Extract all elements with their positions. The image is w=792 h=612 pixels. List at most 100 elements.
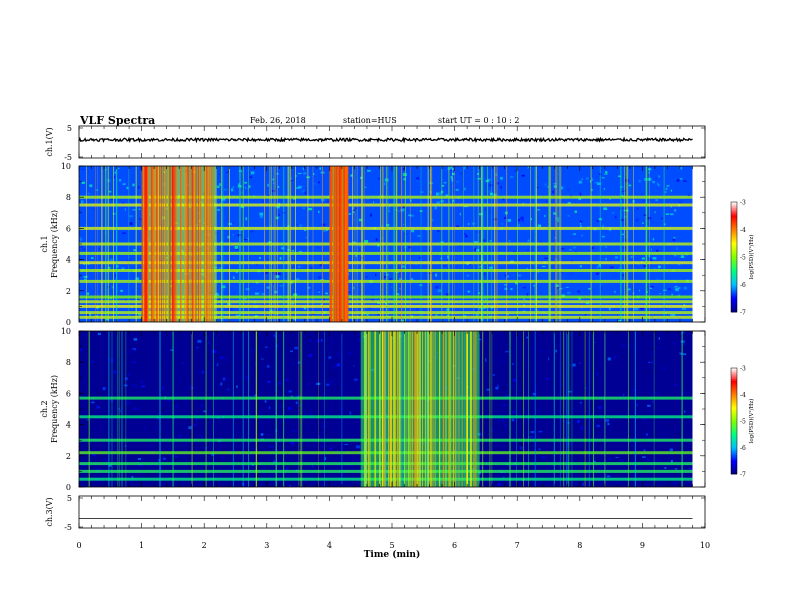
spectrogram-cell <box>234 468 237 471</box>
spectrogram-cell <box>619 459 623 462</box>
spectrogram-cell <box>615 457 619 458</box>
spectrogram-cell <box>537 224 541 228</box>
spectrogram-cell <box>306 383 309 386</box>
spectrogram-cell <box>613 179 615 182</box>
spectrogram-cell <box>598 264 601 267</box>
spectrogram-cell <box>403 177 406 181</box>
spectrogram-cell <box>670 313 672 316</box>
spectrogram-cell <box>497 384 499 388</box>
colorbar-tick-label: -4 <box>740 227 746 234</box>
spectrogram-cell <box>178 435 183 438</box>
spectrogram-cell <box>268 406 271 410</box>
spectrogram-cell <box>231 386 233 388</box>
colorbar-segment <box>731 433 737 436</box>
spectrogram-cell <box>674 209 677 212</box>
spectrogram-cell <box>307 367 310 371</box>
spectrogram-cell <box>288 406 291 410</box>
spectrogram-cell <box>652 257 657 260</box>
spectrogram-cell <box>138 186 140 189</box>
spectrogram-cell <box>318 210 320 213</box>
spectrogram-cell <box>140 166 143 169</box>
spectrogram-cell <box>607 422 610 426</box>
colorbar-segment <box>731 295 737 298</box>
spectrogram-cell <box>643 214 648 216</box>
spectrogram-cell <box>410 199 412 202</box>
spectrogram-cell <box>567 188 570 191</box>
spectrogram-cell <box>443 265 446 267</box>
spectrogram-cell <box>608 307 611 311</box>
spectrogram-cell <box>290 177 292 180</box>
spectrogram-cell <box>344 443 349 445</box>
spectrogram-cell <box>336 450 339 452</box>
spectrogram-cell <box>504 216 508 219</box>
spectrogram-cell <box>125 377 128 381</box>
colorbar-segment <box>731 229 737 232</box>
spectrogram-cell <box>296 341 298 343</box>
spectrogram-cell <box>404 233 408 235</box>
spectrogram-cell <box>607 428 612 431</box>
ch3-waveform-ylabel: ch.3(V) <box>45 497 54 526</box>
spectrogram-cell <box>397 246 400 249</box>
spectrogram-cell <box>100 352 105 354</box>
colorbar-segment <box>731 293 737 296</box>
spectrogram-cell <box>111 285 114 289</box>
spectrogram-cell <box>129 215 134 218</box>
spectrogram-cell <box>478 292 480 295</box>
colorbar-segment <box>731 428 737 431</box>
spectrogram-cell <box>375 273 377 277</box>
spectrogram-cell <box>557 220 559 222</box>
spectrogram-cell <box>113 176 115 178</box>
spectrogram-cell <box>642 222 644 224</box>
spectrogram-cell <box>663 307 667 309</box>
spectrogram-cell <box>318 276 322 279</box>
spectrogram-cell <box>215 293 219 296</box>
colorbar-segment <box>731 260 737 263</box>
spectrogram-cell <box>447 167 452 170</box>
spectrogram-cell <box>536 186 539 188</box>
spectrogram-cell <box>402 229 405 232</box>
spectrogram-cell <box>112 213 116 215</box>
y-tick-label: 2 <box>66 452 71 461</box>
spectrogram-cell <box>661 475 664 478</box>
spectrogram-cell <box>546 200 548 203</box>
spectrogram-cell <box>519 355 523 357</box>
spectrogram-cell <box>594 341 596 344</box>
spectrogram-cell <box>251 349 253 353</box>
spectrogram-cell <box>250 230 254 233</box>
spectrogram-cell <box>310 266 314 270</box>
spectrogram-cell <box>618 341 621 344</box>
spectrogram-cell <box>127 429 130 432</box>
spectrogram-cell <box>354 207 357 209</box>
spectrogram-cell <box>591 178 594 181</box>
ch2-spectrogram-channel-label: ch.2 <box>40 400 49 417</box>
y-tick-label: -5 <box>64 523 72 532</box>
spectrogram-cell <box>650 259 652 261</box>
spectrogram-cell <box>612 472 614 476</box>
spectrogram-cell <box>159 391 164 393</box>
spectrogram-cell <box>603 207 608 210</box>
spectrogram-cell <box>142 368 144 371</box>
spectrogram-band <box>79 311 693 315</box>
colorbar-tick-label: -3 <box>740 200 746 207</box>
spectrogram-cell <box>119 409 122 413</box>
spectrogram-cell <box>224 188 228 191</box>
spectrogram-cell <box>459 212 461 216</box>
spectrogram-cell <box>654 211 656 214</box>
spectrogram-cell <box>674 468 678 470</box>
spectrogram-cell <box>465 234 468 238</box>
ch1-waveform-panel <box>78 125 706 159</box>
spectrogram-cell <box>313 182 317 185</box>
spectrogram-cell <box>80 246 83 248</box>
spectrogram-cell <box>263 355 267 358</box>
spectrogram-cell <box>221 285 226 289</box>
spectrogram-cell <box>570 271 574 275</box>
spectrogram-cell <box>417 235 421 237</box>
spectrogram-cell <box>133 249 136 252</box>
colorbar-segment <box>731 389 737 392</box>
spectrogram-cell <box>242 458 246 462</box>
spectrogram-cell <box>675 377 678 380</box>
spectrogram-cell <box>500 331 503 333</box>
spectrogram-cell <box>399 288 401 290</box>
spectrogram-cell <box>254 292 259 295</box>
spectrogram-cell <box>162 457 166 460</box>
